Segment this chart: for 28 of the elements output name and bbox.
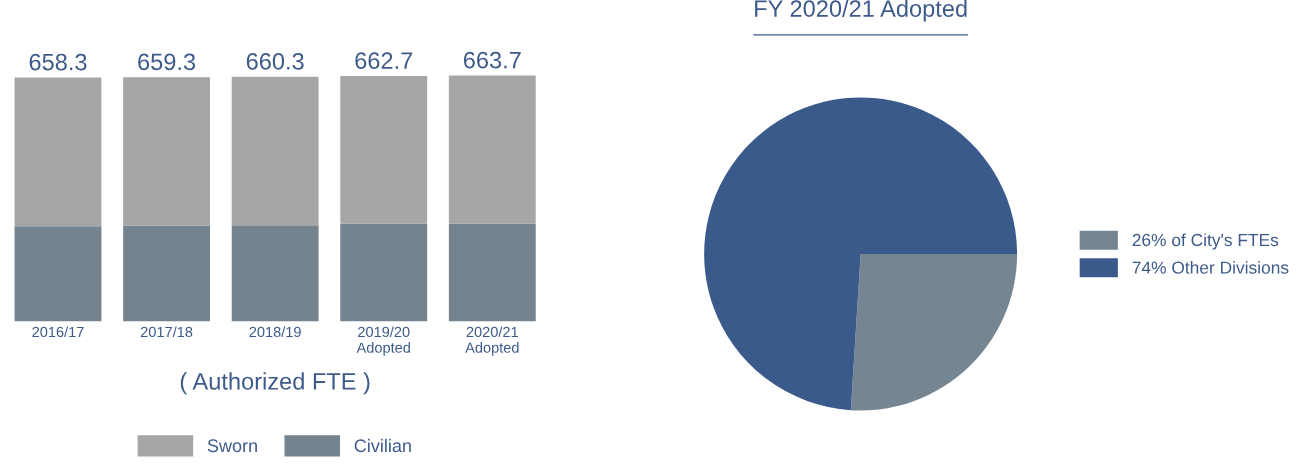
x-tick-label: 2018/19 bbox=[249, 326, 301, 338]
bar bbox=[123, 77, 210, 226]
x-tick-label: 2017/18 bbox=[140, 326, 193, 338]
bar bbox=[14, 77, 102, 227]
text: 658.3 bbox=[29, 53, 87, 71]
legend-label: 74% Other Divisions bbox=[1132, 261, 1289, 274]
chart-title: FY 2020/21 Adopted bbox=[755, 0, 967, 22]
bar bbox=[231, 225, 319, 322]
legend-label: Civilian bbox=[354, 438, 411, 453]
legend-label: 26% of City's FTEs bbox=[1132, 233, 1279, 250]
pie-slice bbox=[704, 97, 1018, 411]
text: 660.3 bbox=[246, 52, 304, 70]
x-tick-label: 2016/17 bbox=[32, 326, 84, 338]
bar bbox=[231, 76, 319, 226]
bar bbox=[340, 223, 428, 322]
bar bbox=[448, 223, 536, 322]
bar bbox=[448, 75, 536, 224]
bar bbox=[340, 76, 428, 224]
text: 662.7 bbox=[355, 52, 413, 69]
text: 663.7 bbox=[463, 51, 521, 69]
bar bbox=[14, 226, 102, 322]
bar bbox=[123, 225, 210, 322]
text: 659.3 bbox=[138, 53, 196, 71]
x-tick-label: 2019/20 Adopted bbox=[356, 326, 410, 356]
legend-label: Sworn bbox=[207, 439, 257, 453]
pie-slice bbox=[850, 253, 1018, 411]
x-axis-title: ( Authorized FTE ) bbox=[180, 372, 370, 395]
x-tick-label: 2020/21 Adopted bbox=[465, 326, 519, 356]
